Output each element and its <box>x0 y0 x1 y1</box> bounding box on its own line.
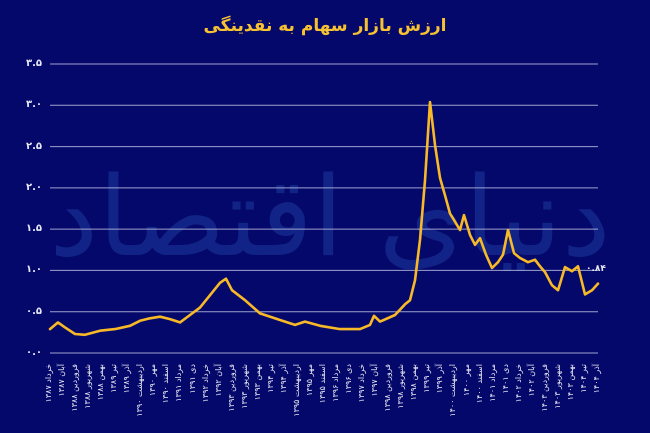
x-tick-label: دی ۱۳۹۶ <box>344 364 354 394</box>
x-tick-label: اسفند ۱۴۰۰ <box>474 364 484 404</box>
x-tick-label: اردیبهشت ۱۳۹۰ <box>135 364 145 417</box>
x-tick-label: مرداد ۱۳۹۶ <box>331 364 341 402</box>
x-tick-label: اردیبهشت ۱۳۹۵ <box>291 364 301 417</box>
x-tick-label: مرداد ۱۳۹۱ <box>174 364 184 402</box>
x-tick-label: اردیبهشت ۱۴۰۰ <box>448 364 458 417</box>
y-tick-label: ۲.۰ <box>25 181 42 193</box>
x-tick-label: مهر ۱۴۰۰ <box>461 364 471 397</box>
x-tick-label: آذر ۱۴۰۴ <box>592 364 601 394</box>
chart-title: ارزش بازار سهام به نقدینگی <box>203 16 447 36</box>
x-tick-label: بهمن ۱۳۹۳ <box>252 364 262 401</box>
x-tick-label: آبان ۱۴۰۲ <box>526 364 536 397</box>
x-tick-label: تیر ۱۳۸۹ <box>109 364 119 393</box>
y-tick-label: ۳.۰ <box>25 99 42 111</box>
y-tick-label: ۲.۵ <box>25 140 42 152</box>
x-tick-label: شهریور ۱۳۹۸ <box>396 364 406 409</box>
x-tick-label: تیر ۱۳۹۴ <box>265 364 275 393</box>
watermark: دنیای اقتصاد <box>49 153 611 281</box>
x-tick-label: شهریور ۱۳۸۸ <box>83 364 93 409</box>
x-tick-label: فروردین ۱۳۹۸ <box>383 364 393 412</box>
x-tick-label: شهریور ۱۴۰۳ <box>552 364 562 409</box>
x-tick-label: دی ۱۳۹۱ <box>187 364 197 394</box>
x-tick-label: خرداد ۱۳۹۲ <box>200 364 210 403</box>
x-tick-label: آبان ۱۳۹۷ <box>370 364 380 397</box>
x-tick-label: تیر ۱۴۰۴ <box>578 364 588 393</box>
x-tick-label: مهر ۱۳۹۰ <box>148 364 158 397</box>
x-tick-label: آبان ۱۳۸۷ <box>57 364 67 397</box>
x-tick-label: فروردین ۱۴۰۳ <box>539 364 549 412</box>
x-tick-label: اسفند ۱۳۹۵ <box>318 364 327 404</box>
x-tick-label: شهریور ۱۳۹۳ <box>239 364 249 409</box>
data-line <box>48 100 600 337</box>
y-tick-label: ۰.۵ <box>25 305 42 317</box>
x-tick-label: اسفند ۱۳۹۰ <box>161 364 171 404</box>
x-tick-label: آذر ۱۳۹۹ <box>435 364 445 394</box>
x-tick-label: فروردین ۱۳۸۸ <box>70 364 80 412</box>
x-tick-label: تیر ۱۳۹۹ <box>422 364 432 393</box>
x-tick-label: بهمن ۱۴۰۳ <box>565 364 575 401</box>
x-tick-label: خرداد ۱۳۸۷ <box>44 364 53 403</box>
x-tick-label: مهر ۱۳۹۵ <box>304 364 314 397</box>
y-tick-label: ۱.۵ <box>25 223 42 235</box>
x-tick-label: مرداد ۱۴۰۱ <box>487 364 497 402</box>
last-value-label: ۰.۸۴ <box>586 264 606 274</box>
x-tick-label: خرداد ۱۳۹۷ <box>357 364 367 403</box>
x-tick-label: بهمن ۱۳۹۸ <box>409 364 419 401</box>
x-tick-label: بهمن ۱۳۸۸ <box>96 364 106 401</box>
x-tick-label: فروردین ۱۳۹۳ <box>226 364 236 412</box>
x-tick-label: آذر ۱۳۸۹ <box>122 364 132 394</box>
y-tick-label: ۱.۰ <box>25 264 42 276</box>
x-tick-label: آبان ۱۳۹۲ <box>213 364 223 397</box>
y-tick-label: ۰.۰ <box>25 347 42 358</box>
gridlines <box>50 63 598 354</box>
x-tick-label: آذر ۱۳۹۴ <box>278 364 288 394</box>
x-tick-label: خرداد ۱۴۰۲ <box>513 364 523 403</box>
y-tick-label: ۳.۵ <box>25 58 42 69</box>
x-tick-label: دی ۱۴۰۱ <box>500 364 510 394</box>
